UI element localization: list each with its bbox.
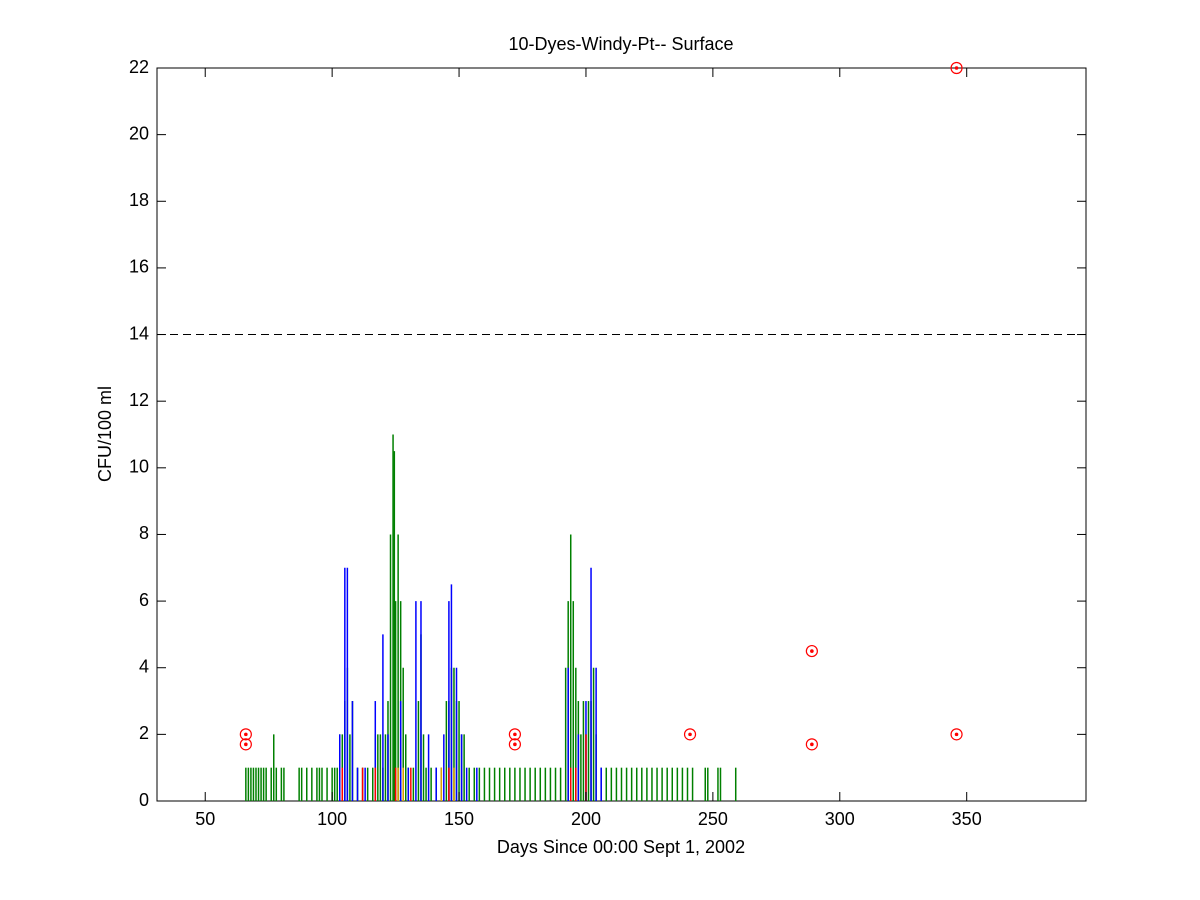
sample-circle [950,728,963,741]
plot-area [156,67,1087,802]
sample-circle [950,61,963,75]
x-tick-label: 100 [317,809,347,829]
sample-circle [239,728,252,741]
sample-marker [805,738,818,751]
y-axis-label: CFU/100 ml [95,386,115,482]
sample-dot [513,732,517,737]
sample-dot [954,732,959,737]
x-tick-label: 300 [825,809,855,829]
sample-circle [508,738,521,751]
y-tick-label: 10 [129,457,149,477]
y-tick-label: 2 [139,723,149,743]
chart-title: 10-Dyes-Windy-Pt-- Surface [508,34,733,54]
sample-circle [508,728,521,741]
x-tick-label: 50 [195,809,215,829]
x-tick-label: 200 [571,809,601,829]
sample-marker [508,728,521,741]
y-tick-label: 16 [129,257,149,277]
y-tick-label: 14 [129,323,149,343]
sample-marker [950,728,963,741]
y-tick-label: 22 [129,57,149,77]
sample-dot [810,649,814,653]
sample-dot [810,742,814,747]
sample-dot [954,66,959,70]
sample-marker [239,728,252,741]
sample-marker [950,61,963,75]
sample-marker [683,728,697,741]
y-tick-label: 18 [129,190,149,210]
sample-circle [805,738,818,751]
y-tick-label: 4 [139,656,149,676]
y-tick-label: 0 [139,790,149,810]
x-tick-label: 350 [952,809,982,829]
sample-dot [513,742,517,747]
y-tick-label: 8 [139,523,149,543]
x-tick-label: 150 [444,809,474,829]
sample-marker [239,738,252,751]
y-tick-label: 6 [139,590,149,610]
sample-marker [805,644,818,658]
x-tick-label: 250 [698,809,728,829]
sample-dot [244,742,248,747]
sample-circle [683,728,697,741]
y-tick-label: 20 [129,123,149,143]
sample-dot [244,732,248,737]
sample-circle [239,738,252,751]
sample-marker [508,738,521,751]
y-tick-label: 12 [129,390,149,410]
sample-dot [688,732,692,737]
sample-circle [805,644,818,658]
x-axis-label: Days Since 00:00 Sept 1, 2002 [497,837,745,857]
